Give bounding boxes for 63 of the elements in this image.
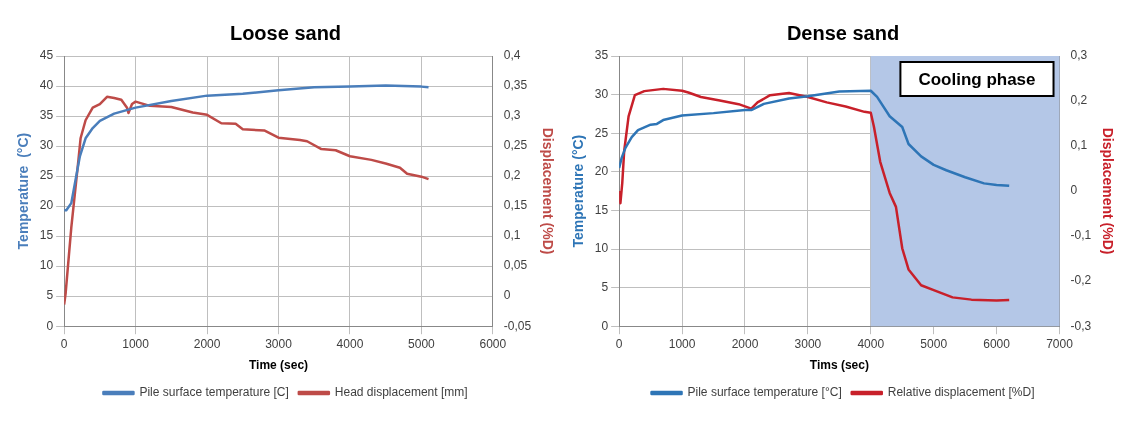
legend-label: Pile surface temperature [C] (139, 385, 289, 400)
y-tick-label: 30 (594, 86, 609, 101)
y-tick-label: 35 (39, 108, 54, 123)
y-tick-label: 15 (594, 202, 609, 217)
legend-label: Relative displacement [%D] (887, 385, 1035, 400)
x-tick-label: 3000 (794, 336, 822, 351)
y-tick-label: 25 (594, 125, 609, 140)
band-label: Cooling phase (918, 69, 1036, 89)
y2-tick-label: 0,1 (1070, 138, 1088, 153)
x-axis-title: Tims (sec) (809, 358, 869, 373)
y-tick-label: 20 (594, 164, 609, 179)
x-tick-label: 4000 (857, 336, 885, 351)
y2-axis-title: Displacement (%D) (539, 127, 556, 255)
x-tick-label: 7000 (1046, 336, 1074, 351)
x-tick-label: 2000 (193, 336, 221, 351)
y2-tick-label: 0,3 (503, 108, 521, 123)
y2-tick-label: 0,15 (503, 198, 528, 213)
y2-tick-label: -0,1 (1070, 228, 1092, 243)
y2-tick-label: 0 (503, 288, 511, 303)
x-tick-label: 6000 (983, 336, 1011, 351)
y-tick-label: 25 (39, 168, 54, 183)
y2-tick-label: 0,25 (503, 138, 528, 153)
y2-tick-label: 0,1 (503, 228, 521, 243)
x-tick-label: 1000 (668, 336, 696, 351)
y2-tick-label: 0,05 (503, 258, 528, 273)
y2-tick-label: 0,2 (503, 168, 521, 183)
y-axis-title: Temperature (°C) (15, 132, 32, 250)
chart-title: Dense sand (786, 21, 900, 44)
y2-tick-label: 0,3 (1070, 48, 1088, 63)
x-tick-label: 3000 (265, 336, 293, 351)
y-tick-label: 10 (39, 258, 54, 273)
y-tick-label: 0 (46, 318, 54, 333)
x-tick-label: 2000 (731, 336, 759, 351)
x-tick-label: 0 (615, 336, 623, 351)
chart-title: Loose sand (229, 21, 342, 44)
y-tick-label: 30 (39, 138, 54, 153)
y-tick-label: 20 (39, 198, 54, 213)
y-tick-label: 5 (601, 279, 609, 294)
y-tick-label: 45 (39, 48, 54, 63)
y2-tick-label: 0 (1070, 183, 1078, 198)
y2-tick-label: 0,4 (503, 48, 521, 63)
x-tick-label: 0 (60, 336, 68, 351)
legend-label: Pile surface temperature [°C] (687, 385, 842, 400)
y2-tick-label: 0,35 (503, 78, 528, 93)
y-tick-label: 5 (46, 288, 54, 303)
y2-tick-label: 0,2 (1070, 93, 1088, 108)
y-tick-label: 0 (601, 318, 609, 333)
x-tick-label: 6000 (479, 336, 507, 351)
y-tick-label: 40 (39, 78, 54, 93)
y-axis-title: Temperature (°C) (570, 134, 587, 248)
x-tick-label: 5000 (408, 336, 436, 351)
y-tick-label: 35 (594, 48, 609, 63)
x-tick-label: 5000 (920, 336, 948, 351)
y2-tick-label: -0,2 (1070, 273, 1092, 288)
y-tick-label: 15 (39, 228, 54, 243)
x-axis-title: Time (sec) (248, 358, 309, 373)
y2-axis-title: Displacement (%D) (1099, 127, 1116, 255)
y2-tick-label: -0,3 (1070, 318, 1092, 333)
legend-label: Head displacement [mm] (334, 385, 468, 400)
x-tick-label: 1000 (122, 336, 150, 351)
x-tick-label: 4000 (336, 336, 364, 351)
y-tick-label: 10 (594, 241, 609, 256)
y2-tick-label: -0,05 (503, 318, 532, 333)
